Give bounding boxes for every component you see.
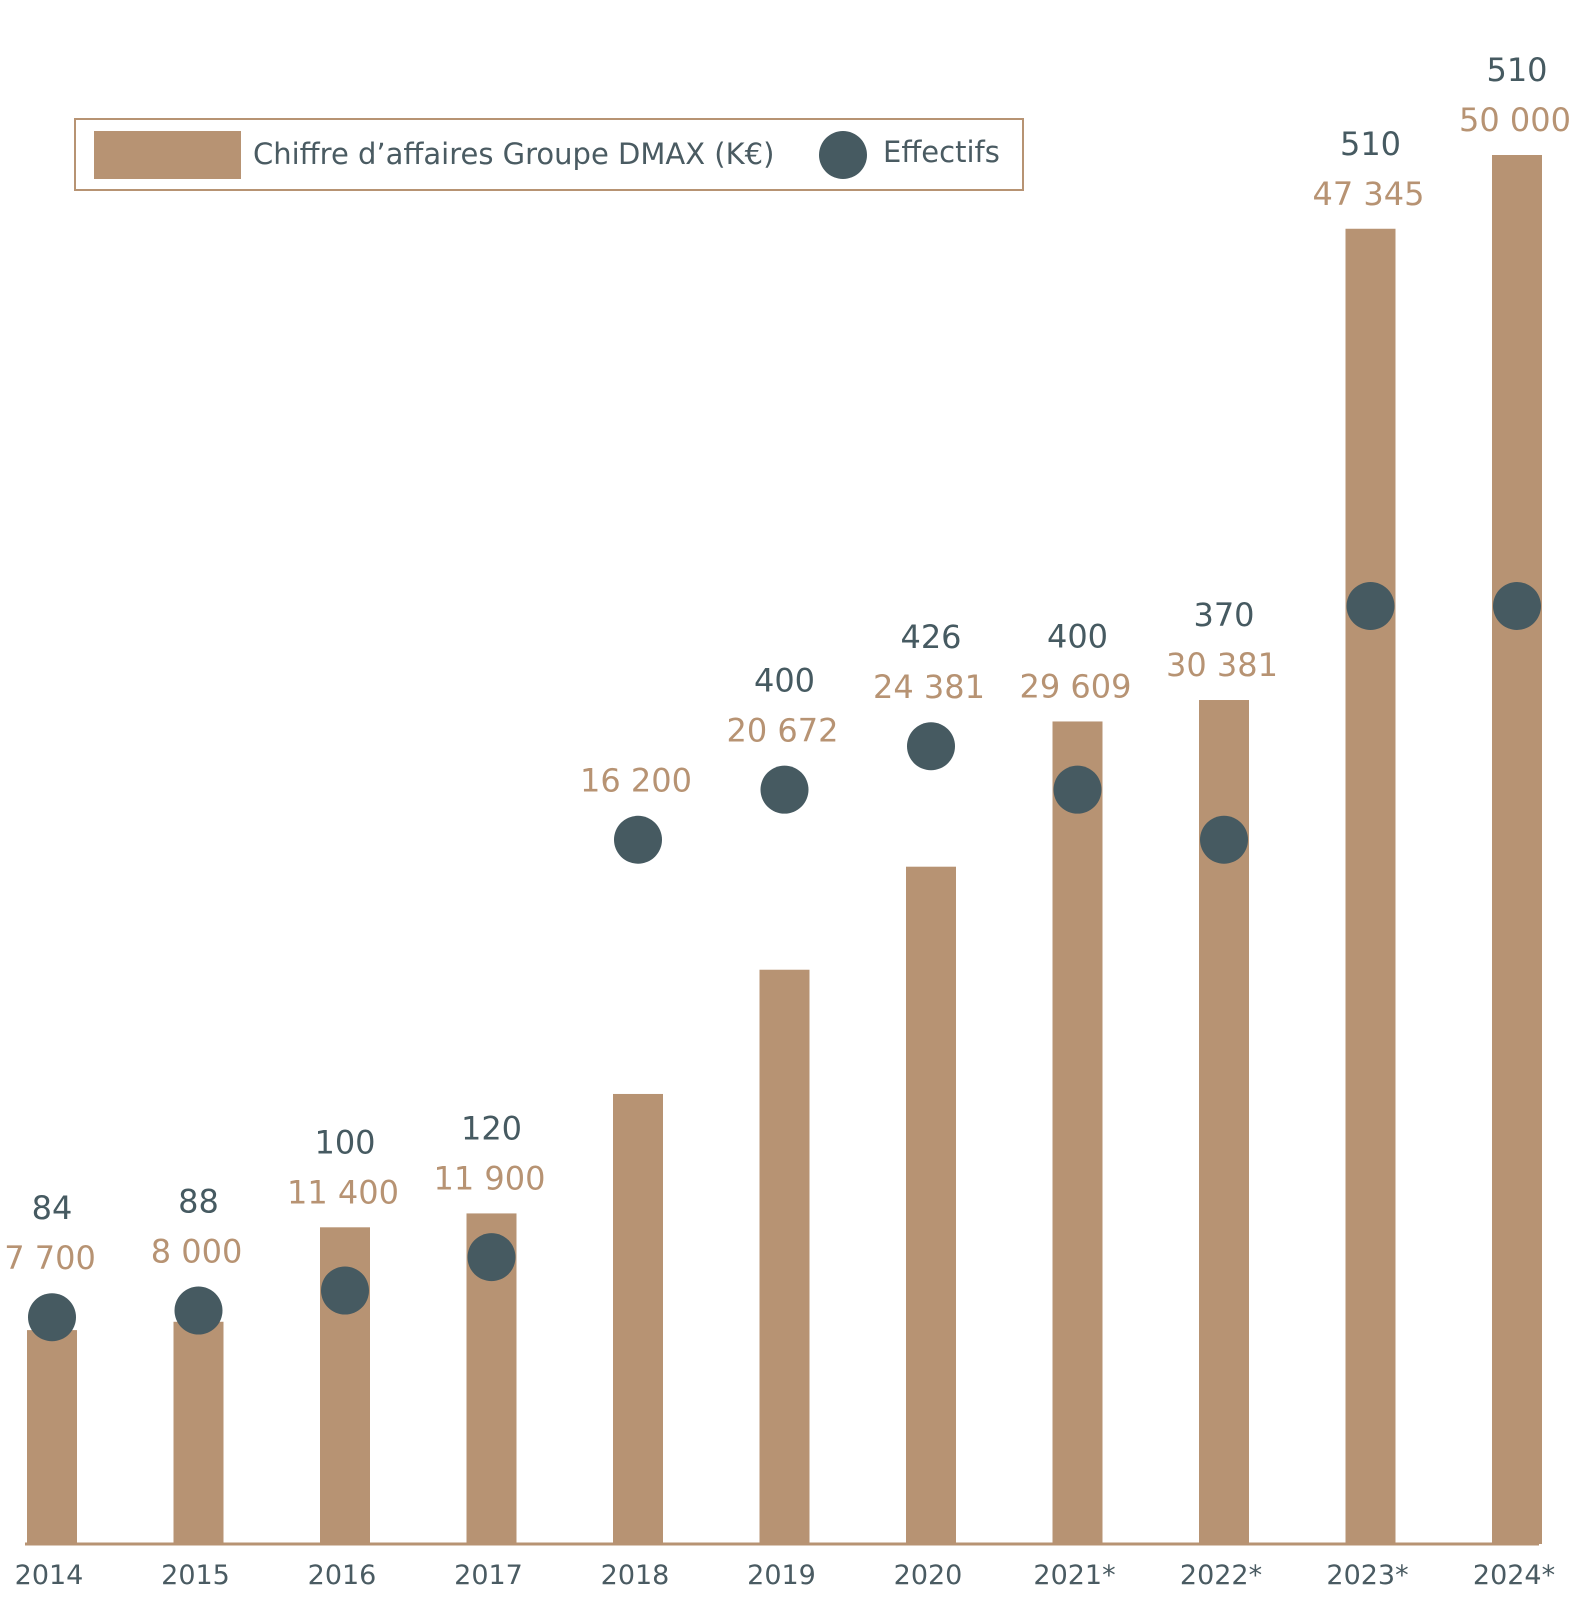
x-tick-2016: 2016: [308, 1560, 377, 1591]
x-tick-2014: 2014: [15, 1560, 84, 1591]
employee-label-2023*: 510: [1340, 125, 1401, 163]
employee-label-2015: 88: [178, 1183, 219, 1221]
employee-label-2024*: 510: [1486, 51, 1547, 89]
bar-2023*: [1345, 228, 1396, 1545]
x-tick-2022*: 2022*: [1180, 1560, 1262, 1591]
dot-2022*: [1200, 815, 1248, 864]
revenue-label-2023*: 47 345: [1313, 175, 1425, 213]
legend: Chiffre d’affaires Groupe DMAX (K€) Effe…: [74, 118, 1024, 191]
revenue-label-2018: 16 200: [580, 762, 692, 800]
x-tick-2015: 2015: [161, 1560, 230, 1591]
revenue-bars: [27, 155, 1542, 1545]
x-tick-2021*: 2021*: [1033, 1560, 1115, 1591]
dot-2016: [321, 1266, 369, 1315]
employee-dots: [28, 582, 1541, 1342]
employee-label-2017: 120: [461, 1109, 522, 1147]
legend-label-revenue: Chiffre d’affaires Groupe DMAX (K€): [253, 137, 774, 171]
data-labels: 7 700 84 8 000 88 11 400 100 11 900 120 16 200 20…: [4, 51, 1571, 1277]
revenue-label-2020: 24 381: [873, 668, 985, 706]
x-tick-2017: 2017: [454, 1560, 523, 1591]
dot-2017: [467, 1233, 516, 1282]
employee-label-2014: 84: [32, 1189, 73, 1227]
revenue-label-2022*: 30 381: [1166, 646, 1278, 684]
dot-2023*: [1346, 582, 1395, 630]
bar-2014: [27, 1330, 77, 1544]
bar-2019: [759, 969, 810, 1544]
employee-label-2021*: 400: [1047, 617, 1108, 655]
x-tick-2018: 2018: [601, 1560, 670, 1591]
x-tick-2023*: 2023*: [1326, 1560, 1408, 1591]
x-tick-labels: 2014 2015 2016 2017 2018 2019 2020 2021* 2022* 20…: [15, 1560, 1555, 1591]
legend-swatch-employees: [819, 131, 867, 179]
bar-2024*: [1492, 155, 1542, 1544]
x-tick-2024*: 2024*: [1473, 1560, 1555, 1591]
legend-swatch-revenue: [94, 131, 241, 179]
dot-2019: [760, 765, 809, 814]
bar-2018: [613, 1093, 663, 1544]
employee-label-2022*: 370: [1193, 596, 1254, 634]
revenue-label-2015: 8 000: [151, 1233, 243, 1271]
employee-label-2016: 100: [314, 1123, 375, 1161]
revenue-label-2017: 11 900: [434, 1159, 546, 1197]
employee-label-2019: 400: [754, 662, 815, 700]
bar-2015: [173, 1321, 224, 1544]
legend-frame: [74, 118, 1024, 191]
dot-2018: [614, 815, 662, 864]
dot-2015: [174, 1286, 223, 1335]
legend-label-employees: Effectifs: [883, 135, 1000, 169]
dot-2024*: [1493, 582, 1541, 630]
revenue-label-2016: 11 400: [287, 1173, 399, 1211]
revenue-label-2024*: 50 000: [1459, 101, 1571, 139]
bar-2021*: [1052, 721, 1103, 1544]
dot-2014: [28, 1293, 76, 1342]
revenue-label-2021*: 29 609: [1020, 667, 1132, 705]
dot-2020: [907, 722, 955, 771]
bar-2020: [906, 866, 956, 1544]
revenue-label-2014: 7 700: [4, 1239, 96, 1277]
employee-label-2020: 426: [900, 618, 961, 656]
x-tick-2019: 2019: [747, 1560, 816, 1591]
dot-2021*: [1053, 765, 1102, 814]
revenue-label-2019: 20 672: [727, 712, 839, 750]
x-tick-2020: 2020: [894, 1560, 963, 1591]
